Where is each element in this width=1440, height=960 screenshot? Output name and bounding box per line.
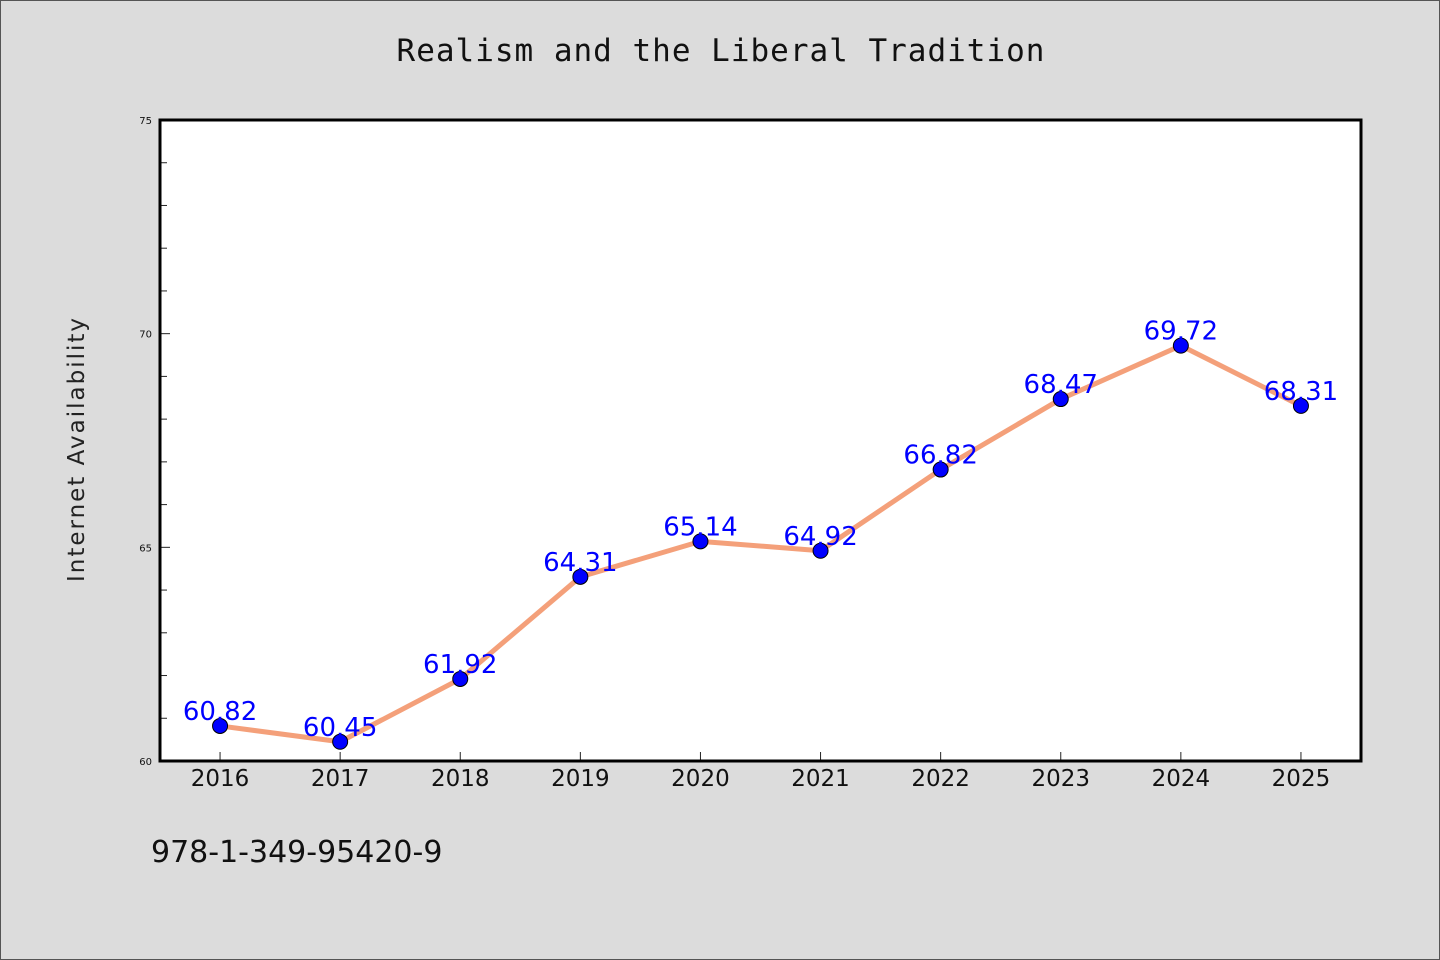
data-point — [332, 733, 349, 750]
isbn-label: 978-1-349-95420-9 — [151, 835, 443, 870]
data-point — [692, 533, 709, 550]
x-tick-label: 2022 — [911, 766, 970, 792]
x-tick-label: 2025 — [1272, 766, 1331, 792]
data-point — [1292, 397, 1309, 414]
data-point — [572, 568, 589, 585]
plot-area — [160, 120, 1361, 761]
data-label: 60.45 — [303, 713, 377, 743]
data-label: 64.31 — [543, 548, 617, 578]
y-tick-label: 65 — [139, 543, 152, 554]
data-label: 66.82 — [903, 441, 977, 471]
data-point — [1052, 391, 1069, 408]
y-tick-label: 70 — [139, 330, 152, 341]
data-point — [932, 461, 949, 478]
x-tick-label: 2019 — [551, 766, 610, 792]
chart-title: Realism and the Liberal Tradition — [396, 33, 1046, 69]
data-label: 61.92 — [423, 650, 497, 680]
x-tick-label: 2020 — [671, 766, 730, 792]
data-label: 68.31 — [1264, 377, 1338, 407]
series-line — [217, 343, 1304, 745]
data-label: 60.82 — [183, 697, 257, 727]
x-tick-label: 2023 — [1031, 766, 1090, 792]
data-point — [812, 542, 829, 559]
data-point — [452, 670, 469, 687]
x-tick-label: 2018 — [431, 766, 490, 792]
x-tick-label: 2017 — [311, 766, 370, 792]
data-label: 64.92 — [783, 522, 857, 552]
y-tick-label: 60 — [139, 757, 152, 768]
data-label: 68.47 — [1024, 370, 1098, 400]
data-point — [212, 717, 229, 734]
y-tick-label: 75 — [139, 116, 152, 127]
data-point — [1172, 337, 1189, 354]
data-label: 65.14 — [663, 512, 737, 542]
x-tick-label: 2021 — [791, 766, 850, 792]
x-tick-label: 2016 — [191, 766, 250, 792]
data-label: 69.72 — [1144, 317, 1218, 347]
x-tick-label: 2024 — [1152, 766, 1211, 792]
plot-frame — [158, 118, 1363, 763]
